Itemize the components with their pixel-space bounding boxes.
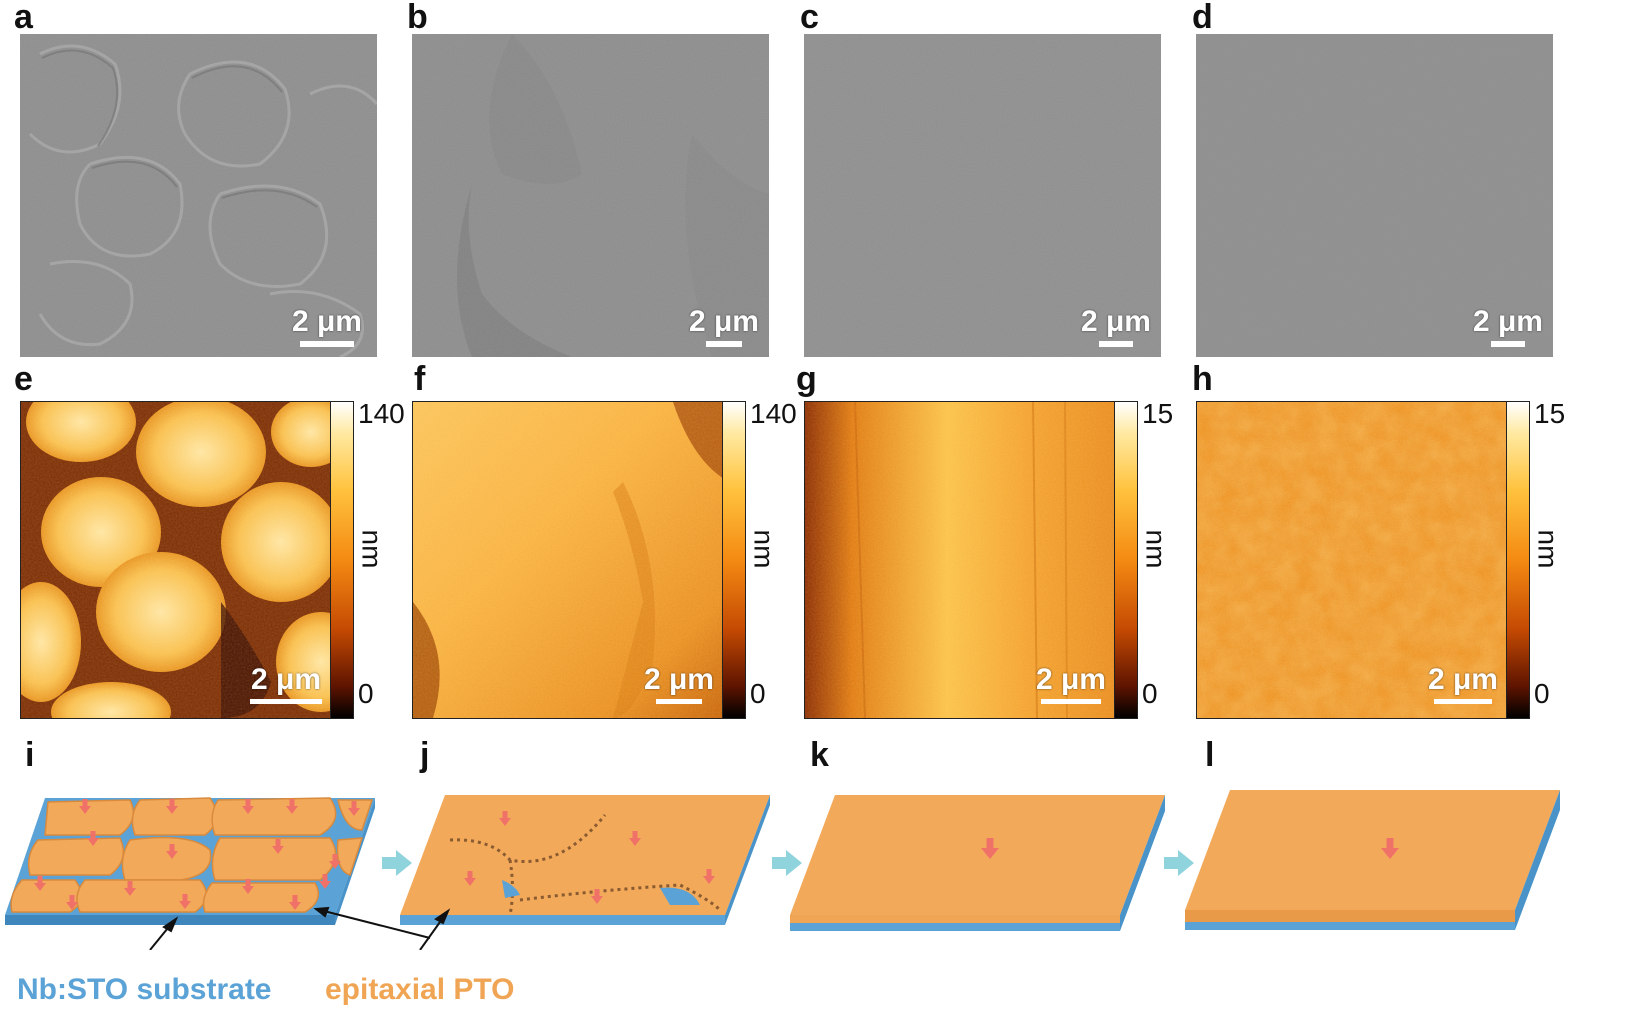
substrate-label: Nb:STO substrate	[17, 973, 272, 1006]
scale-bar-e: 2 μm	[250, 665, 322, 704]
pointer-arrows	[149, 906, 451, 950]
scale-bar-line	[250, 699, 322, 704]
scale-bar-b: 2 μm	[689, 307, 759, 347]
afm-image-f: 2 μm	[412, 401, 730, 719]
scale-bar-line	[299, 341, 354, 347]
scale-bar-g: 2 μm	[1036, 665, 1106, 704]
scale-bar-f: 2 μm	[644, 665, 714, 704]
colorbar-h	[1506, 401, 1530, 719]
panel-label-d: d	[1192, 0, 1213, 36]
sem-image-d: 2 μm	[1196, 34, 1553, 357]
panel-label-j: j	[420, 736, 430, 774]
colorbar-max-e: 140	[358, 398, 405, 429]
schematic-l	[1185, 790, 1560, 930]
colorbar-min-g: 0	[1142, 678, 1158, 709]
colorbar-max-g: 15	[1142, 398, 1174, 429]
panel-label-k: k	[810, 736, 829, 774]
panel-label-f: f	[414, 360, 426, 398]
scale-bar-label: 2 μm	[1427, 663, 1498, 696]
growth-schematics	[5, 790, 1560, 950]
scale-bar-c: 2 μm	[1081, 307, 1151, 347]
colorbar-max-h: 15	[1534, 398, 1566, 429]
film-label: epitaxial PTO	[325, 973, 515, 1006]
colorbar-unit-f: nm	[748, 529, 780, 569]
panel-label-c: c	[800, 0, 819, 36]
panel-label-a: a	[14, 0, 33, 36]
transition-arrow-2	[772, 850, 802, 876]
transition-arrow-1	[382, 850, 412, 876]
panel-label-h: h	[1192, 360, 1213, 398]
scale-bar-label: 2 μm	[1080, 305, 1151, 338]
scale-bar-label: 2 μm	[250, 663, 322, 696]
scale-bar-line	[1040, 699, 1101, 704]
colorbar-unit-g: nm	[1140, 529, 1172, 569]
sem-image-b: 2 μm	[412, 34, 769, 357]
scale-bar-a: 2 μm	[292, 307, 362, 347]
scale-bar-label: 2 μm	[1472, 305, 1543, 338]
colorbar-unit-e: nm	[356, 529, 388, 569]
scale-bar-label: 2 μm	[688, 305, 759, 338]
scale-bar-line	[1433, 699, 1492, 704]
colorbar-g	[1114, 401, 1138, 719]
afm-image-h: 2 μm	[1196, 401, 1514, 719]
scale-bar-label: 2 μm	[1035, 663, 1106, 696]
scale-bar-line	[655, 699, 702, 704]
sem-image-c: 2 μm	[804, 34, 1161, 357]
scale-bar-line	[1098, 341, 1133, 347]
panel-label-l: l	[1205, 736, 1215, 774]
afm-image-g: 2 μm	[804, 401, 1122, 719]
scale-bar-h: 2 μm	[1428, 665, 1498, 704]
colorbar-min-f: 0	[750, 678, 766, 709]
scale-bar-label: 2 μm	[643, 663, 714, 696]
colorbar-unit-h: nm	[1532, 529, 1564, 569]
scale-bar-d: 2 μm	[1473, 307, 1543, 347]
sem-image-a: 2 μm	[20, 34, 377, 357]
schematic-k	[790, 795, 1165, 931]
transition-arrow-3	[1164, 850, 1194, 876]
panel-label-g: g	[796, 360, 817, 398]
afm-image-e: 2 μm	[20, 401, 338, 719]
scale-bar-line	[1490, 341, 1525, 347]
colorbar-f	[722, 401, 746, 719]
schematic-j	[400, 795, 770, 925]
colorbar-min-h: 0	[1534, 678, 1550, 709]
panel-label-e: e	[14, 360, 33, 398]
panel-label-i: i	[25, 736, 35, 774]
scale-bar-line	[705, 341, 742, 347]
panel-label-b: b	[407, 0, 428, 36]
colorbar-min-e: 0	[358, 678, 374, 709]
colorbar-e	[330, 401, 354, 719]
schematic-i	[5, 797, 375, 925]
scale-bar-label: 2 μm	[291, 305, 362, 338]
colorbar-max-f: 140	[750, 398, 797, 429]
